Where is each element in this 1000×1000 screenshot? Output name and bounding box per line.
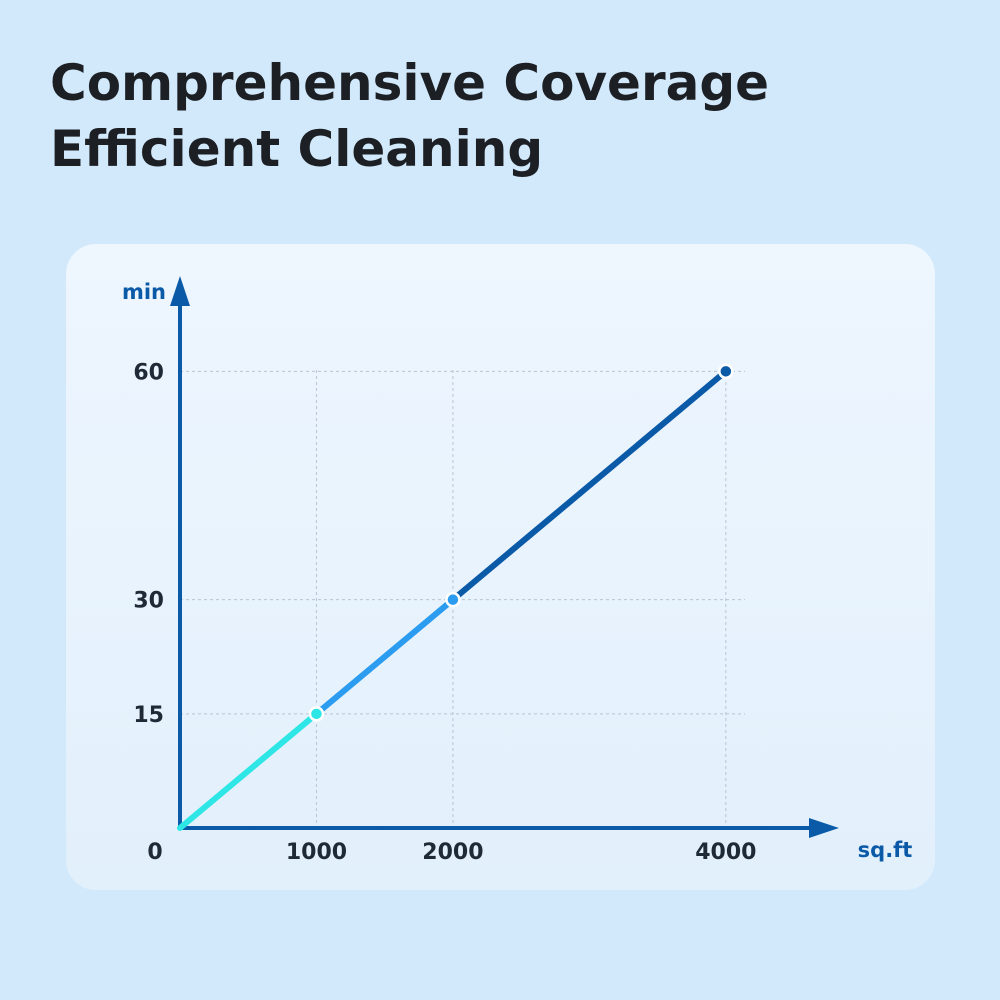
point [718,363,734,380]
chart-title: Comprehensive Coverage [50,54,769,112]
y-axis-arrow [170,276,190,306]
y-axis-label: min [122,280,166,304]
x-tick-label: 1000 [286,840,347,865]
y-tick-label: 15 [133,703,164,728]
x-axis-arrow [809,818,839,838]
point [308,706,325,722]
line-segment [313,596,456,717]
x-tick-label: 2000 [422,840,483,865]
chart-card [66,244,935,890]
x-tick-label: 4000 [695,840,756,865]
x-axis-label: sq.ft [858,838,913,862]
line-segment [449,368,729,603]
point [445,591,461,608]
y-tick-label: 60 [133,360,164,385]
x-tick-label: 0 [147,840,162,865]
line-segment [177,710,320,831]
chart-title: Efficient Cleaning [50,120,543,178]
y-tick-label: 30 [133,589,164,614]
